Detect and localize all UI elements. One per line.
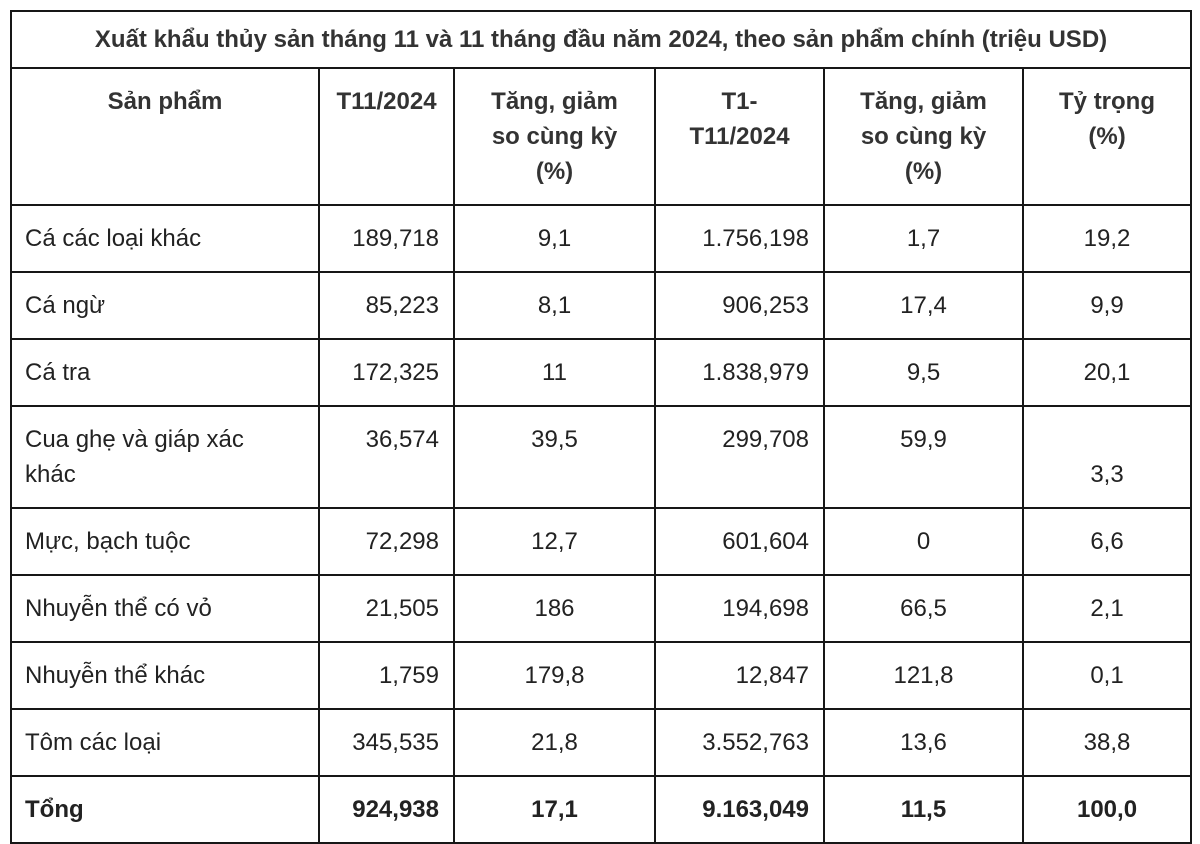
- total-row: Tổng 924,938 17,1 9.163,049 11,5 100,0: [10, 775, 1193, 844]
- cell-t11-growth: 21,8: [453, 708, 656, 777]
- cell-t1t11-growth: 0: [823, 507, 1024, 576]
- cell-share: 9,9: [1021, 271, 1193, 340]
- seafood-export-table: Xuất khẩu thủy sản tháng 11 và 11 tháng …: [9, 10, 1193, 844]
- cell-t11-value: 85,223: [318, 271, 455, 340]
- table-row-muc-bach-tuoc: Mực, bạch tuộc 72,298 12,7 601,604 0 6,6: [10, 507, 1193, 576]
- cell-total-share: 100,0: [1021, 775, 1193, 844]
- col-header-t1t11-growth: Tăng, giảm so cùng kỳ (%): [823, 67, 1024, 206]
- cell-product: Tôm các loại: [10, 708, 320, 777]
- cell-total-t1t11-growth: 11,5: [823, 775, 1024, 844]
- table-row-nhuyen-the-co-vo: Nhuyễn thể có vỏ 21,505 186 194,698 66,5…: [10, 574, 1193, 643]
- cell-share: 0,1: [1021, 641, 1193, 710]
- table-row-cua-ghe: Cua ghẹ và giáp xác khác 36,574 39,5 299…: [10, 405, 1193, 509]
- cell-t11-growth: 8,1: [453, 271, 656, 340]
- cell-t1t11-value: 1.756,198: [654, 204, 825, 273]
- col-header-t11-value: T11/2024: [318, 67, 455, 206]
- table-row-tom-cac-loai: Tôm các loại 345,535 21,8 3.552,763 13,6…: [10, 708, 1193, 777]
- col-header-t11-growth: Tăng, giảm so cùng kỳ (%): [453, 67, 656, 206]
- cell-t1t11-value: 3.552,763: [654, 708, 825, 777]
- title-row: Xuất khẩu thủy sản tháng 11 và 11 tháng …: [9, 10, 1193, 69]
- cell-t1t11-growth: 59,9: [823, 405, 1024, 509]
- cell-t11-growth: 9,1: [453, 204, 656, 273]
- cell-product: Nhuyễn thể khác: [10, 641, 320, 710]
- cell-t1t11-growth: 66,5: [823, 574, 1024, 643]
- cell-t11-growth: 39,5: [453, 405, 656, 509]
- cell-t1t11-value: 1.838,979: [654, 338, 825, 407]
- cell-t1t11-growth: 17,4: [823, 271, 1024, 340]
- cell-t1t11-growth: 1,7: [823, 204, 1024, 273]
- cell-t11-growth: 11: [453, 338, 656, 407]
- cell-t11-value: 345,535: [318, 708, 455, 777]
- col-header-product: Sản phẩm: [10, 67, 320, 206]
- cell-t1t11-value: 906,253: [654, 271, 825, 340]
- table-row-nhuyen-the-khac: Nhuyễn thể khác 1,759 179,8 12,847 121,8…: [10, 641, 1193, 710]
- cell-t1t11-growth: 9,5: [823, 338, 1024, 407]
- cell-share: 2,1: [1021, 574, 1193, 643]
- cell-t11-value: 1,759: [318, 641, 455, 710]
- cell-share: 6,6: [1021, 507, 1193, 576]
- table-row-ca-tra: Cá tra 172,325 11 1.838,979 9,5 20,1: [10, 338, 1193, 407]
- col-header-share: Tỷ trọng (%): [1021, 67, 1193, 206]
- table-row-ca-cac-loai-khac: Cá các loại khác 189,718 9,1 1.756,198 1…: [10, 204, 1193, 273]
- cell-total-t11-growth: 17,1: [453, 775, 656, 844]
- cell-t1t11-value: 12,847: [654, 641, 825, 710]
- cell-product: Cá các loại khác: [10, 204, 320, 273]
- cell-t11-value: 72,298: [318, 507, 455, 576]
- cell-t11-value: 172,325: [318, 338, 455, 407]
- table-row-ca-ngu: Cá ngừ 85,223 8,1 906,253 17,4 9,9: [10, 271, 1193, 340]
- cell-total-t11-value: 924,938: [318, 775, 455, 844]
- cell-t1t11-growth: 121,8: [823, 641, 1024, 710]
- cell-t1t11-value: 601,604: [654, 507, 825, 576]
- cell-share: 19,2: [1021, 204, 1193, 273]
- cell-share: 38,8: [1021, 708, 1193, 777]
- cell-share: 3,3: [1021, 405, 1193, 509]
- cell-total-label: Tổng: [10, 775, 320, 844]
- header-row: Sản phẩm T11/2024 Tăng, giảm so cùng kỳ …: [10, 67, 1193, 206]
- table-title: Xuất khẩu thủy sản tháng 11 và 11 tháng …: [9, 10, 1193, 69]
- cell-product: Cá ngừ: [10, 271, 320, 340]
- cell-product: Nhuyễn thể có vỏ: [10, 574, 320, 643]
- cell-t11-growth: 12,7: [453, 507, 656, 576]
- cell-t11-value: 36,574: [318, 405, 455, 509]
- cell-t11-value: 21,505: [318, 574, 455, 643]
- cell-product: Cá tra: [10, 338, 320, 407]
- cell-t11-value: 189,718: [318, 204, 455, 273]
- cell-product: Mực, bạch tuộc: [10, 507, 320, 576]
- cell-total-t1t11-value: 9.163,049: [654, 775, 825, 844]
- col-header-t1t11-value: T1- T11/2024: [654, 67, 825, 206]
- cell-t1t11-value: 194,698: [654, 574, 825, 643]
- cell-product: Cua ghẹ và giáp xác khác: [10, 405, 320, 509]
- cell-t1t11-value: 299,708: [654, 405, 825, 509]
- cell-t1t11-growth: 13,6: [823, 708, 1024, 777]
- cell-t11-growth: 179,8: [453, 641, 656, 710]
- cell-share: 20,1: [1021, 338, 1193, 407]
- cell-t11-growth: 186: [453, 574, 656, 643]
